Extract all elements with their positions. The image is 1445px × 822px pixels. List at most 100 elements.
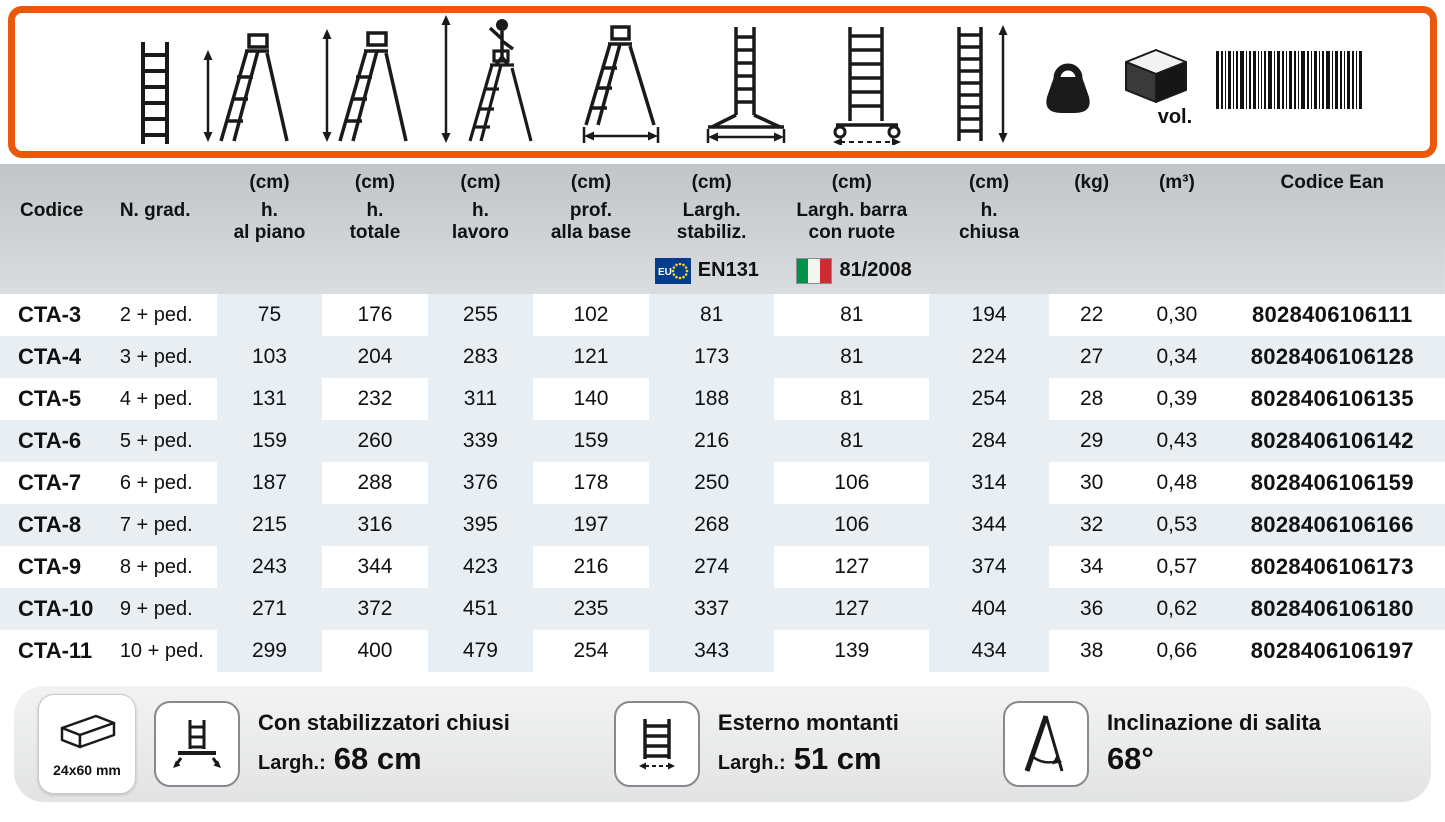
cell-peso-kg: 34 — [1079, 555, 1104, 579]
cell-h-lavoro: 255 — [462, 303, 498, 327]
cell-h-al-piano: 131 — [251, 387, 287, 411]
volume-box-icon: vol. — [1120, 46, 1192, 129]
cell-n-grad: 7 + ped. — [119, 513, 193, 536]
cell-peso-kg: 32 — [1079, 513, 1104, 537]
cell-codice-ean: 8028406106166 — [1250, 512, 1414, 538]
cell-prof-alla-base: 216 — [573, 555, 609, 579]
spec-table: Codice N. grad. (cm) h. al piano (cm) h. t… — [0, 164, 1445, 672]
table-row: CTA-8 7 + ped. 215 316 395 197 268 106 344 32 0,53… — [0, 503, 1445, 546]
cell-codice-ean: 8028406106180 — [1250, 596, 1414, 622]
col-header-h-al-piano: (cm) h. al piano — [233, 172, 306, 243]
stepladder-working-height-icon — [438, 13, 548, 145]
col-header-volume-m3: (m³) — [1158, 172, 1195, 193]
stabilizers-width-value: 68 cm — [333, 741, 422, 777]
profile-size-label: 24x60 mm — [53, 761, 121, 778]
profile-section-icon — [54, 710, 120, 759]
cell-largh-stabiliz: 216 — [694, 429, 730, 453]
col-header-codice: Codice — [20, 200, 84, 221]
cert-81-2008: 81/2008 — [774, 248, 929, 294]
cell-h-totale: 260 — [357, 429, 393, 453]
table-row: CTA-7 6 + ped. 187 288 376 178 250 106 314 30 0,48… — [0, 462, 1445, 504]
cell-peso-kg: 38 — [1079, 639, 1104, 663]
inclination-title: Inclinazione di salita — [1106, 710, 1321, 736]
cell-h-chiusa: 374 — [971, 555, 1007, 579]
cell-codice-ean: 8028406106173 — [1250, 554, 1414, 580]
cell-largh-barra-con-ruote: 127 — [834, 597, 870, 621]
cell-prof-alla-base: 121 — [573, 345, 609, 369]
cell-volume-m3: 0,57 — [1156, 555, 1198, 579]
uprights-title: Esterno montanti — [717, 710, 899, 736]
table-row: CTA-9 8 + ped. 243 344 423 216 274 127 374 34 0,57… — [0, 546, 1445, 588]
cell-prof-alla-base: 102 — [573, 303, 609, 327]
stabilizers-title: Con stabilizzatori chiusi — [258, 710, 510, 736]
ladder-wheel-bar-width-icon — [820, 23, 915, 145]
col-header-h-totale: (cm) h. totale — [349, 172, 401, 243]
stepladder-platform-height-icon — [201, 31, 296, 145]
cell-largh-barra-con-ruote: 81 — [840, 303, 864, 327]
cell-n-grad: 9 + ped. — [119, 597, 193, 620]
cell-codice-ean: 8028406106142 — [1250, 428, 1414, 454]
cell-h-al-piano: 103 — [251, 345, 287, 369]
cell-largh-stabiliz: 274 — [694, 555, 730, 579]
cell-peso-kg: 36 — [1079, 597, 1104, 621]
cell-h-lavoro: 395 — [462, 513, 498, 537]
cell-volume-m3: 0,66 — [1156, 639, 1198, 663]
inclination-icon — [1002, 700, 1089, 787]
cell-peso-kg: 27 — [1079, 345, 1104, 369]
italy-flag-icon — [796, 257, 833, 284]
cell-largh-barra-con-ruote: 127 — [834, 555, 870, 579]
inclination-group: Inclinazione di salita 68° — [1002, 700, 1321, 787]
cell-h-lavoro: 451 — [462, 597, 498, 621]
table-row: CTA-11 10 + ped. 299 400 479 254 343 139 434 38 0,… — [0, 630, 1445, 672]
inclination-value: 68° — [1106, 741, 1154, 777]
cell-codice: CTA-5 — [18, 386, 82, 412]
cell-h-al-piano: 159 — [251, 429, 287, 453]
cell-h-lavoro: 376 — [462, 471, 498, 495]
ladder-closed-height-icon — [939, 23, 1017, 145]
cell-h-chiusa: 434 — [971, 639, 1007, 663]
cell-codice: CTA-3 — [18, 302, 82, 328]
stabilizers-width-label: Largh.: — [258, 752, 326, 775]
cell-codice-ean: 8028406106128 — [1250, 344, 1414, 370]
cell-n-grad: 2 + ped. — [119, 303, 193, 326]
vol-label: vol. — [1157, 106, 1193, 128]
cell-h-al-piano: 75 — [257, 303, 282, 327]
cell-largh-stabiliz: 173 — [694, 345, 730, 369]
cell-h-totale: 400 — [357, 639, 393, 663]
cell-h-chiusa: 404 — [971, 597, 1007, 621]
cell-h-totale: 344 — [357, 555, 393, 579]
cell-h-totale: 288 — [357, 471, 393, 495]
cell-codice: CTA-4 — [18, 344, 82, 370]
cell-peso-kg: 29 — [1079, 429, 1104, 453]
cell-largh-barra-con-ruote: 81 — [840, 345, 864, 369]
stabilizers-closed-group: Con stabilizzatori chiusi Largh.: 68 cm — [154, 700, 510, 787]
cell-h-al-piano: 215 — [251, 513, 287, 537]
cell-h-al-piano: 299 — [251, 639, 287, 663]
cell-codice-ean: 8028406106159 — [1250, 470, 1414, 496]
footer: 24x60 mm Con stabilizzatori chiusi Lar — [14, 685, 1431, 802]
col-header-prof-alla-base: (cm) prof. alla base — [550, 172, 632, 243]
cell-h-lavoro: 339 — [462, 429, 498, 453]
cell-prof-alla-base: 178 — [573, 471, 609, 495]
cell-prof-alla-base: 159 — [573, 429, 609, 453]
cell-codice: CTA-11 — [18, 638, 93, 664]
cell-codice-ean: 8028406106197 — [1250, 638, 1414, 664]
stepladder-total-height-icon — [320, 25, 415, 145]
cell-largh-stabiliz: 268 — [694, 513, 730, 537]
table-row: CTA-6 5 + ped. 159 260 339 159 216 81 284 29 0,43 8… — [0, 419, 1445, 462]
cell-codice: CTA-6 — [18, 428, 82, 454]
cell-volume-m3: 0,39 — [1156, 387, 1198, 411]
cell-volume-m3: 0,43 — [1156, 429, 1198, 453]
col-header-h-chiusa: (cm) h. chiusa — [958, 172, 1020, 243]
ean-barcode-icon — [1215, 51, 1366, 109]
cell-peso-kg: 30 — [1079, 471, 1104, 495]
cell-codice: CTA-10 — [18, 596, 94, 622]
cert-81-2008-label: 81/2008 — [839, 259, 912, 282]
profile-section: 24x60 mm — [38, 693, 136, 794]
cell-peso-kg: 22 — [1079, 303, 1104, 327]
spec-table-body: CTA-3 2 + ped. 75 176 255 102 81 81 194 22 0,30 802… — [0, 294, 1445, 672]
col-header-codice-ean: Codice Ean — [1280, 172, 1384, 193]
cell-largh-barra-con-ruote: 81 — [840, 429, 864, 453]
cell-prof-alla-base: 140 — [573, 387, 609, 411]
